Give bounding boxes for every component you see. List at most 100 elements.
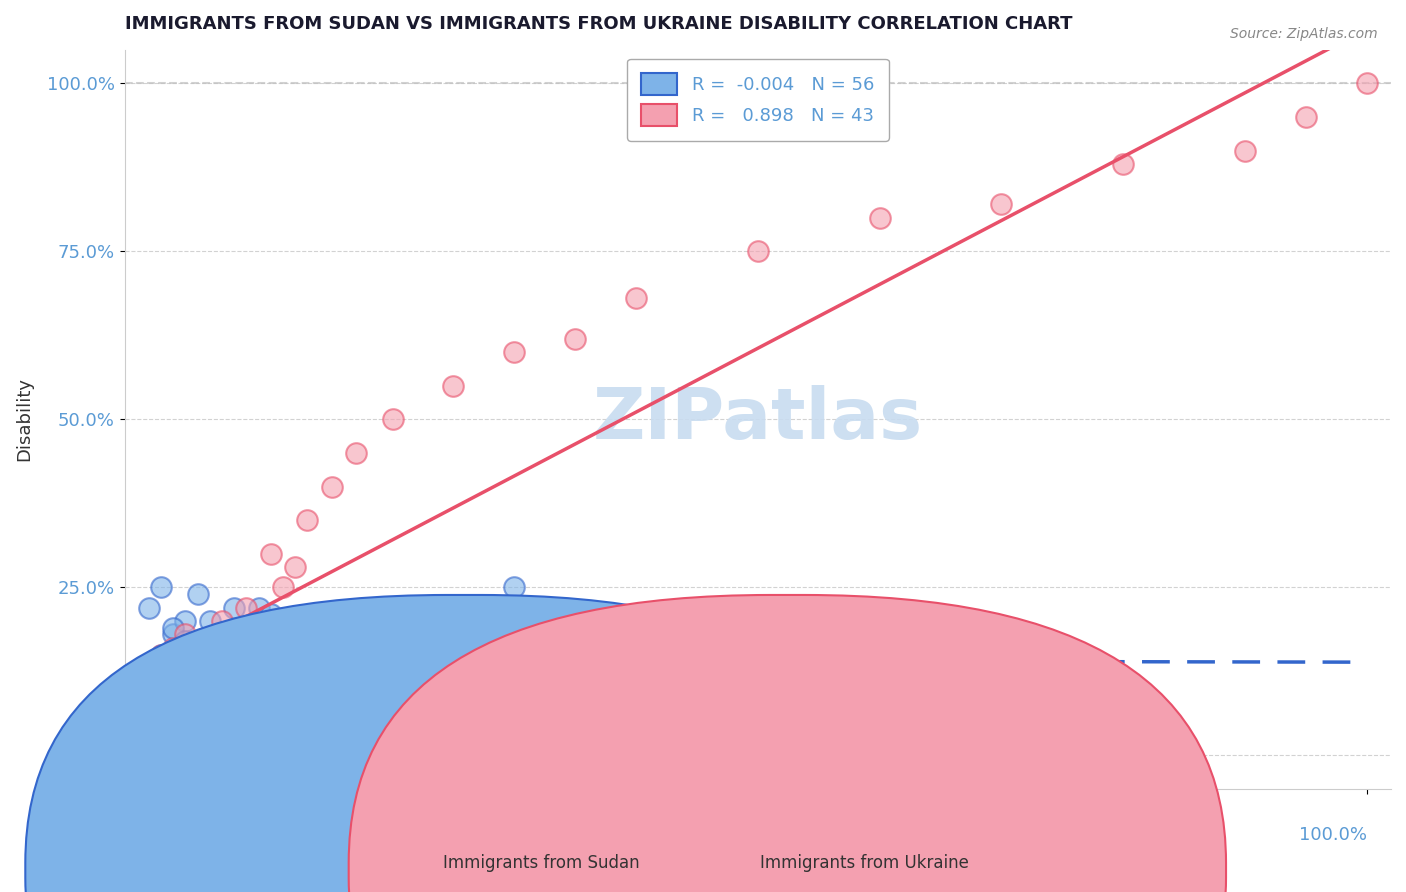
Point [211, 634, 233, 648]
Text: 100.0%: 100.0% [1299, 826, 1367, 844]
Point [198, 674, 221, 689]
Point [174, 714, 197, 729]
Point [260, 640, 283, 655]
Point [211, 614, 233, 628]
Point [247, 674, 270, 689]
Point [150, 714, 173, 729]
Point [260, 607, 283, 622]
Point [174, 667, 197, 681]
Point [138, 714, 160, 729]
Point [321, 640, 343, 655]
Point [381, 412, 404, 426]
Point [162, 648, 184, 662]
Point [187, 654, 209, 668]
Point [174, 634, 197, 648]
Point [162, 714, 184, 729]
Point [308, 654, 330, 668]
Point [405, 614, 427, 628]
Point [1233, 144, 1256, 158]
Point [162, 640, 184, 655]
Point [187, 587, 209, 601]
Point [247, 681, 270, 696]
Point [174, 688, 197, 702]
Point [235, 627, 257, 641]
Point [174, 688, 197, 702]
Point [990, 197, 1012, 211]
Point [235, 681, 257, 696]
Point [747, 244, 769, 259]
Point [235, 661, 257, 675]
Point [284, 667, 307, 681]
Point [174, 661, 197, 675]
Point [624, 292, 647, 306]
Text: ZIPatlas: ZIPatlas [593, 385, 922, 454]
Legend: R =  -0.004   N = 56, R =   0.898   N = 43: R = -0.004 N = 56, R = 0.898 N = 43 [627, 59, 889, 141]
Point [284, 627, 307, 641]
Point [187, 708, 209, 723]
Point [260, 674, 283, 689]
Point [224, 688, 246, 702]
Point [162, 695, 184, 709]
Point [564, 332, 586, 346]
Point [224, 667, 246, 681]
Text: 0.0%: 0.0% [149, 826, 194, 844]
Point [235, 600, 257, 615]
Point [150, 581, 173, 595]
Point [247, 600, 270, 615]
Point [235, 688, 257, 702]
Point [162, 714, 184, 729]
Point [174, 714, 197, 729]
Point [198, 701, 221, 715]
Point [162, 621, 184, 635]
Point [187, 708, 209, 723]
Y-axis label: Disability: Disability [15, 377, 32, 461]
Point [260, 547, 283, 561]
Point [150, 667, 173, 681]
Point [344, 446, 367, 460]
Point [174, 614, 197, 628]
Point [162, 661, 184, 675]
Point [1112, 157, 1135, 171]
Point [138, 681, 160, 696]
Point [247, 648, 270, 662]
Point [224, 627, 246, 641]
Point [162, 688, 184, 702]
Point [162, 667, 184, 681]
Point [162, 627, 184, 641]
Text: Immigrants from Sudan: Immigrants from Sudan [443, 855, 640, 872]
Point [187, 648, 209, 662]
Point [321, 480, 343, 494]
Point [441, 379, 464, 393]
Point [162, 674, 184, 689]
Point [333, 648, 356, 662]
Text: Immigrants from Ukraine: Immigrants from Ukraine [761, 855, 969, 872]
Point [503, 581, 526, 595]
Point [211, 695, 233, 709]
Point [284, 560, 307, 574]
Point [297, 654, 319, 668]
Text: Source: ZipAtlas.com: Source: ZipAtlas.com [1230, 27, 1378, 41]
Point [174, 701, 197, 715]
Text: IMMIGRANTS FROM SUDAN VS IMMIGRANTS FROM UKRAINE DISABILITY CORRELATION CHART: IMMIGRANTS FROM SUDAN VS IMMIGRANTS FROM… [125, 15, 1073, 33]
Point [150, 681, 173, 696]
Point [150, 681, 173, 696]
Point [138, 681, 160, 696]
Point [297, 513, 319, 527]
Point [138, 600, 160, 615]
Point [441, 600, 464, 615]
Point [198, 667, 221, 681]
Point [174, 627, 197, 641]
Point [198, 614, 221, 628]
Point [187, 681, 209, 696]
Point [150, 648, 173, 662]
Point [224, 695, 246, 709]
Point [150, 714, 173, 729]
Point [1355, 77, 1378, 91]
Point [869, 211, 891, 225]
Point [1295, 110, 1317, 124]
Point [198, 701, 221, 715]
Point [357, 634, 380, 648]
Point [381, 627, 404, 641]
Point [503, 345, 526, 359]
Point [150, 648, 173, 662]
